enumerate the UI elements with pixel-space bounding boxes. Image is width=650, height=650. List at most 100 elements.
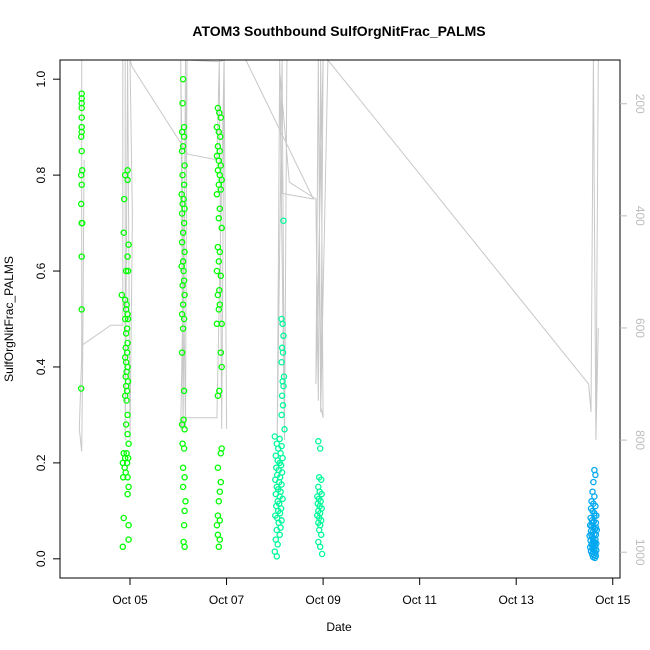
data-point bbox=[124, 176, 131, 184]
data-point bbox=[213, 267, 221, 275]
data-point bbox=[124, 430, 131, 438]
data-point bbox=[215, 215, 223, 222]
data-point bbox=[316, 445, 324, 452]
data-point bbox=[118, 291, 126, 299]
data-point bbox=[218, 176, 225, 184]
data-point bbox=[216, 536, 224, 543]
right-tick-label: 400 bbox=[633, 206, 647, 226]
data-point bbox=[276, 531, 283, 539]
data-point bbox=[124, 253, 131, 260]
data-point bbox=[588, 531, 595, 539]
data-point bbox=[122, 267, 130, 275]
data-point bbox=[122, 373, 129, 380]
data-point bbox=[125, 536, 132, 543]
data-point bbox=[124, 490, 131, 498]
data-point bbox=[213, 521, 221, 529]
data-point bbox=[122, 421, 130, 428]
y-tick-label: 1.0 bbox=[34, 71, 48, 88]
data-point bbox=[218, 320, 225, 328]
data-point bbox=[273, 553, 281, 560]
data-point bbox=[214, 464, 222, 471]
data-point bbox=[315, 438, 322, 445]
data-point bbox=[215, 498, 223, 505]
data-point bbox=[217, 272, 225, 280]
data-point bbox=[217, 186, 225, 193]
right-tick-label: 200 bbox=[633, 94, 647, 114]
y-tick-label: 0.4 bbox=[34, 358, 48, 375]
data-point bbox=[78, 306, 85, 313]
data-point bbox=[78, 104, 85, 112]
data-point bbox=[180, 181, 188, 188]
data-point bbox=[218, 363, 225, 371]
flight-track bbox=[78, 58, 599, 452]
data-point bbox=[121, 315, 129, 323]
data-point bbox=[178, 239, 186, 246]
data-point bbox=[279, 349, 287, 356]
data-point bbox=[590, 538, 598, 546]
data-point bbox=[278, 411, 285, 419]
data-point bbox=[317, 476, 325, 483]
data-point bbox=[181, 162, 188, 169]
data-point bbox=[77, 133, 85, 140]
data-point bbox=[78, 253, 85, 260]
data-point bbox=[125, 440, 132, 447]
y-axis: 0.0 0.2 0.4 0.6 0.8 1.0 bbox=[34, 71, 60, 567]
data-point bbox=[181, 248, 188, 256]
data-point bbox=[179, 282, 186, 289]
chart-title: ATOM3 Southbound SulfOrgNitFrac_PALMS bbox=[192, 23, 485, 39]
data-point bbox=[182, 498, 189, 505]
data-point bbox=[181, 507, 188, 515]
data-point bbox=[217, 478, 225, 486]
right-pressure-axis: 200 400 600 800 1000 bbox=[620, 94, 647, 566]
data-point bbox=[78, 181, 85, 188]
data-point bbox=[124, 167, 131, 174]
data-point bbox=[124, 315, 132, 323]
data-point bbox=[273, 526, 281, 534]
data-point bbox=[181, 543, 188, 551]
data-point bbox=[179, 325, 187, 332]
data-point bbox=[214, 291, 222, 299]
data-points bbox=[77, 75, 601, 562]
y-axis-label: SulfOrgNitFrac_PALMS bbox=[2, 256, 16, 382]
data-point bbox=[277, 462, 285, 469]
data-point bbox=[123, 459, 131, 467]
data-point bbox=[178, 210, 186, 217]
data-point bbox=[120, 195, 128, 203]
right-tick-label: 1000 bbox=[633, 539, 647, 566]
data-point bbox=[280, 332, 287, 340]
x-tick-label: Oct 11 bbox=[402, 593, 437, 607]
x-axis: Oct 05 Oct 07 Oct 09 Oct 11 Oct 13 Oct 15 bbox=[112, 578, 631, 607]
data-point bbox=[217, 349, 225, 356]
data-point bbox=[280, 217, 287, 224]
data-point bbox=[180, 315, 188, 323]
data-point bbox=[216, 517, 224, 524]
data-point bbox=[125, 521, 132, 529]
data-point bbox=[178, 147, 186, 155]
data-point bbox=[119, 474, 127, 481]
x-tick-label: Oct 15 bbox=[595, 593, 631, 607]
data-point bbox=[214, 392, 222, 399]
data-point bbox=[274, 541, 281, 548]
flight-track-line bbox=[78, 58, 599, 452]
data-point bbox=[179, 229, 187, 236]
data-point bbox=[213, 191, 221, 198]
data-point bbox=[217, 162, 225, 169]
y-tick-label: 0.2 bbox=[34, 454, 48, 471]
data-point bbox=[179, 99, 186, 107]
data-point bbox=[179, 483, 187, 491]
data-point bbox=[590, 478, 597, 486]
data-point bbox=[119, 543, 127, 551]
data-point bbox=[180, 387, 188, 395]
data-point bbox=[125, 483, 132, 491]
data-point bbox=[78, 114, 85, 121]
data-point bbox=[316, 543, 324, 551]
data-point bbox=[215, 543, 223, 551]
data-point bbox=[121, 171, 129, 179]
data-point bbox=[181, 205, 188, 212]
data-point bbox=[78, 147, 85, 155]
data-point bbox=[276, 435, 283, 443]
data-point bbox=[125, 241, 132, 248]
y-tick-label: 0.0 bbox=[34, 550, 48, 567]
data-point bbox=[591, 512, 598, 519]
